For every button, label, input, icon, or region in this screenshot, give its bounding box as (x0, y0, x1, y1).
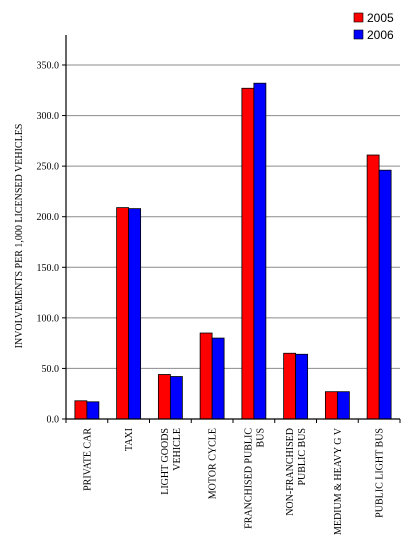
bar-2006 (86, 401, 100, 420)
y-tick-label: 100.0 (37, 313, 60, 324)
axes (62, 35, 401, 423)
y-tick-labels: 0.0 50.0 100.0 150.0 200.0 250.0 300.0 350.0 (37, 61, 60, 426)
legend-swatch-2006 (353, 29, 364, 40)
bar-2006 (336, 391, 350, 420)
x-category-label: PRIVATE CAR (82, 428, 93, 491)
x-category-labels: PRIVATE CAR TAXI LIGHT GOODS VEHICLE MOTOR C… (82, 427, 385, 535)
bar-2006 (295, 353, 309, 420)
x-category-label: PUBLIC BUS (297, 428, 308, 486)
x-category-label: MOTOR CYCLE (208, 428, 219, 499)
bar-2005 (324, 391, 338, 420)
bar-2005 (157, 374, 171, 420)
bar-2005 (74, 400, 88, 420)
bar-2006 (211, 337, 225, 420)
bar-2006 (169, 376, 183, 420)
y-axis-title: INVOLVEMENTS PER 1,000 LICENSED VEHICLES (14, 124, 25, 349)
y-tick-label: 200.0 (37, 212, 60, 223)
bars (74, 82, 392, 420)
legend: 2005 2006 (353, 11, 394, 42)
y-tick-label: 150.0 (37, 263, 60, 274)
x-category-label: PUBLIC LIGHT BUS (375, 428, 386, 518)
x-category-label: BUS (255, 428, 266, 447)
y-tick-label: 50.0 (42, 364, 60, 375)
bar-2005 (116, 207, 130, 420)
bar-2006 (253, 82, 267, 420)
legend-swatch-2005 (353, 12, 364, 23)
x-category-label: NON-FRANCHISED (285, 428, 296, 516)
bar-2005 (241, 87, 255, 420)
bar-2006 (378, 169, 392, 420)
x-category-label: VEHICLE (172, 428, 183, 471)
bar-2005 (199, 332, 213, 420)
x-category-label: TAXI (124, 428, 135, 451)
y-tick-label: 300.0 (37, 111, 60, 122)
bar-2006 (128, 208, 142, 420)
y-tick-label: 0.0 (47, 415, 60, 426)
bar-2005 (283, 352, 297, 420)
x-category-label: LIGHT GOODS (160, 428, 171, 495)
x-category-label: FRANCHISED PUBLIC (243, 428, 254, 529)
gridlines (66, 64, 400, 369)
bar-2005 (366, 154, 380, 420)
legend-label-2006: 2006 (367, 28, 394, 42)
y-tick-label: 250.0 (37, 162, 60, 173)
legend-label-2005: 2005 (367, 11, 394, 25)
y-tick-label: 350.0 (37, 61, 60, 72)
x-category-label: MEDIUM & HEAVY G V (333, 427, 344, 535)
